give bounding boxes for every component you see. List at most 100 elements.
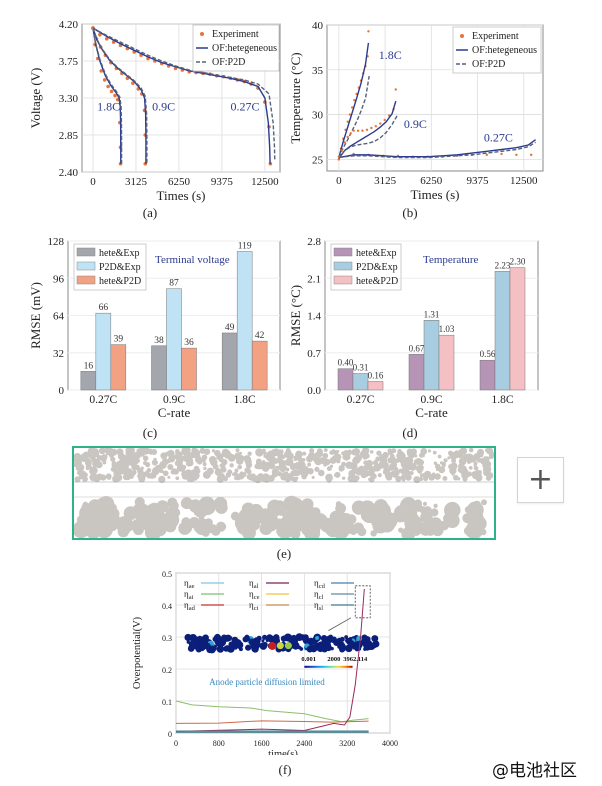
particle-anode [119,530,125,535]
bar-hete-exp [151,345,167,391]
particle-cathode [190,461,194,465]
particle-anode [180,497,193,510]
inset-particle [321,645,328,653]
inset-particle [361,640,367,645]
expand-button[interactable]: + [517,457,564,503]
data-point-experiment [104,37,109,41]
x-axis-label: C-rate [158,405,191,420]
inset-particle [339,636,345,642]
x-tick-label: 0 [336,175,342,187]
particle-cathode [468,448,474,453]
particle-anode [127,523,135,531]
particle-anode [477,515,484,522]
particle-cathode [432,450,437,455]
legend-label: OF:P2D [212,57,245,68]
data-point-experiment [346,120,349,123]
particle-cathode [175,476,180,481]
particle-cathode [201,458,206,463]
particle-cathode [307,467,314,475]
plot-area [175,572,391,734]
particle-cathode [396,453,401,459]
particle-cathode [422,472,428,478]
inset-particle [363,643,371,651]
particle-cathode [227,454,236,462]
particle-cathode [234,473,242,481]
inset-particle [326,635,332,640]
particle-anode [346,514,357,525]
particle-cathode [286,455,290,459]
annotation-c-rate: 0.9C [404,117,427,131]
y-tick-label: 0.0 [307,385,321,397]
particle-anode [430,508,439,517]
bar-value-label: 66 [99,303,109,313]
particle-cathode [277,459,283,465]
particle-cathode [292,477,298,483]
x-tick-label: 4000 [382,739,398,748]
inset-particle [341,646,347,652]
particle-cathode [409,470,414,476]
x-tick-label: 9375 [211,176,234,188]
x-tick-label: 3125 [125,176,148,188]
particle-cathode [314,457,323,466]
data-point-experiment [370,126,373,130]
y-tick-label: 2.8 [307,236,321,248]
legend-label: ηsl [314,600,323,612]
inset-particle [233,646,238,650]
particle-cathode [366,459,372,465]
particle-anode [91,500,97,506]
particle-cathode [413,459,420,465]
annotation-c-rate: 0.27C [484,130,513,144]
particle-cathode [355,475,360,480]
bar-hete-exp [337,368,354,391]
x-tick-label: 0.27C [347,394,375,406]
y-axis-label: Temperature (°C) [290,52,303,143]
particle-anode [472,500,482,510]
particle-cathode [376,450,382,456]
particle-cathode [75,464,82,471]
legend-label: hete&Exp [99,248,140,259]
particle-cathode [477,474,481,478]
colorbar-label: 2000 [327,656,340,663]
bar-hete-p2d [251,340,268,391]
particle-cathode [438,466,446,474]
data-point-experiment [353,99,356,102]
particle-anode [230,511,240,521]
particle-cathode [431,472,436,476]
inset-particle [216,645,225,653]
particle-cathode [448,451,455,458]
microstructure-image [72,446,496,540]
chart-b-temperature: 0 3125 6250 9375 12500 25 30 35 40 Times (s) Tempe… [290,20,544,202]
particle-cathode [484,468,491,475]
bar-value-label: 38 [154,336,164,346]
particle-cathode [382,455,387,460]
particle-cathode [239,471,244,476]
particle-cathode [172,468,179,475]
inset-particle [293,643,297,648]
particle-cathode [391,461,397,468]
x-tick-label: 6250 [168,176,191,188]
inset-particle [186,640,191,644]
particle-cathode [349,462,358,471]
y-tick-label: 0 [59,385,65,397]
data-point-experiment [350,106,354,109]
x-axis-label: time(s) [268,749,298,755]
particle-cathode [266,451,273,458]
particle-cathode [285,477,291,483]
particle-cathode [263,454,267,458]
inset-particle [371,635,379,643]
particle-anode [352,522,364,534]
bar-value-label: 36 [184,338,194,348]
particle-cathode [307,462,312,467]
legend-label: ηal [249,578,259,590]
particle-cathode [182,454,191,463]
x-tick-label: 1.8C [234,394,256,406]
bar-value-label: 0.16 [368,370,384,380]
particle-cathode [206,467,214,475]
inset-particle [195,637,199,641]
particle-cathode [268,476,274,481]
caption-d: (d) [402,425,418,440]
particle-cathode [295,450,303,459]
particle-cathode [442,475,448,481]
particle-cathode [234,468,239,473]
particle-cathode [253,475,262,484]
